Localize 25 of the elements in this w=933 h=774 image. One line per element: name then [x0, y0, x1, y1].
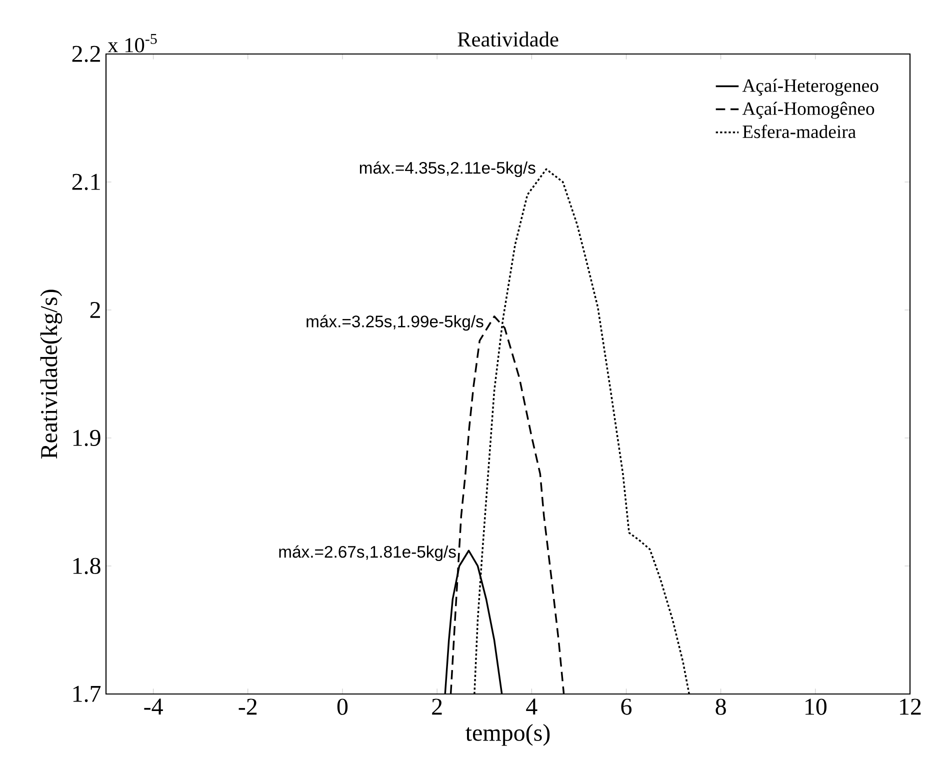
x-tick-label: 8 [716, 698, 726, 715]
text: x 10$^{-5}$ [108, 34, 157, 52]
x-tick-label: 0 [337, 698, 348, 715]
y-axis-title: Reatividade(kg/s) [40, 290, 62, 459]
legend-label: Açaí-Heterogeneo [742, 78, 878, 96]
annotation: máx.=3.25s,1.99e-5kg/s [306, 314, 484, 331]
y-tick-label: 2.2 [72, 46, 100, 62]
x-tick-label: 2 [432, 698, 442, 715]
annotation: máx.=2.67s,1.81e-5kg/s [279, 545, 456, 562]
y-tick-label: 2.1 [72, 174, 100, 190]
x-tick-label: 6 [621, 698, 632, 715]
annotation: máx.=4.35s,2.11e-5kg/s [360, 161, 536, 178]
x-tick-label: -4 [144, 698, 163, 714]
x-axis-title: tempo(s) [466, 724, 550, 746]
x-tick-label: -2 [238, 698, 257, 715]
legend-label: Esfera-madeira [742, 124, 856, 138]
y-tick-label: 1.9 [73, 430, 100, 446]
legend-label: Açaí-Homogêneo [742, 102, 874, 119]
x-tick-label: 10 [806, 698, 826, 715]
chart-title: Reatividade [458, 32, 558, 47]
y-tick-label: 2 [90, 302, 100, 318]
x-tick-label: 4 [526, 698, 538, 714]
x-tick-label: 12 [900, 698, 921, 715]
y-tick-label: 1.8 [73, 558, 100, 574]
y-tick-label: 1.7 [73, 686, 101, 702]
